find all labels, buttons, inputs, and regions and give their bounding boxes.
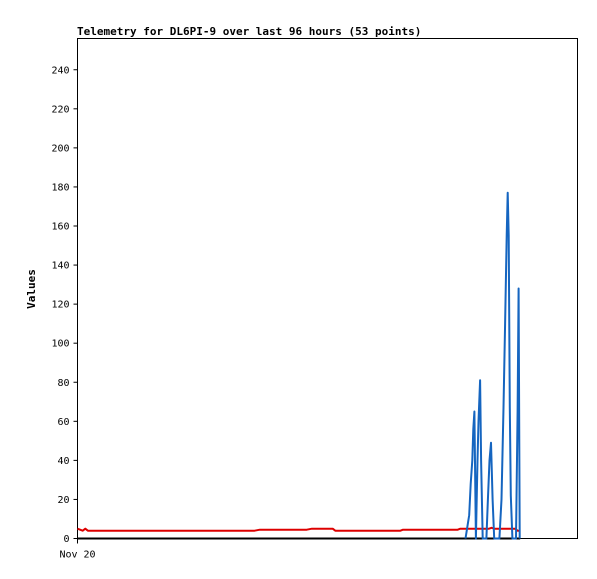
y-tick-label: 120 — [51, 300, 69, 311]
y-tick-label: 0 — [63, 534, 69, 545]
y-tick-label: 180 — [51, 182, 69, 193]
y-tick-label: 140 — [51, 261, 69, 272]
y-axis-label: Values — [25, 269, 38, 309]
y-tick-label: 20 — [57, 495, 69, 506]
series-layer — [77, 191, 521, 540]
x-tick-label: Nov 20 — [59, 550, 95, 561]
y-tick-label: 40 — [57, 456, 69, 467]
y-axis: 0 20 40 60 80 100 120 140 160 180 200 220 240 — [51, 65, 78, 545]
y-tick-label: 160 — [51, 222, 69, 233]
chart-title: Telemetry for DL6PI-9 over last 96 hours… — [77, 25, 421, 38]
y-tick-label: 220 — [51, 104, 69, 115]
series-line-3 — [464, 191, 521, 540]
y-tick-label: 80 — [57, 378, 69, 389]
y-tick-label: 100 — [51, 339, 69, 350]
y-tick-label: 60 — [57, 417, 69, 428]
y-tick-label: 200 — [51, 143, 69, 154]
series-line-2 — [77, 526, 521, 532]
y-tick-label: 240 — [51, 65, 69, 76]
